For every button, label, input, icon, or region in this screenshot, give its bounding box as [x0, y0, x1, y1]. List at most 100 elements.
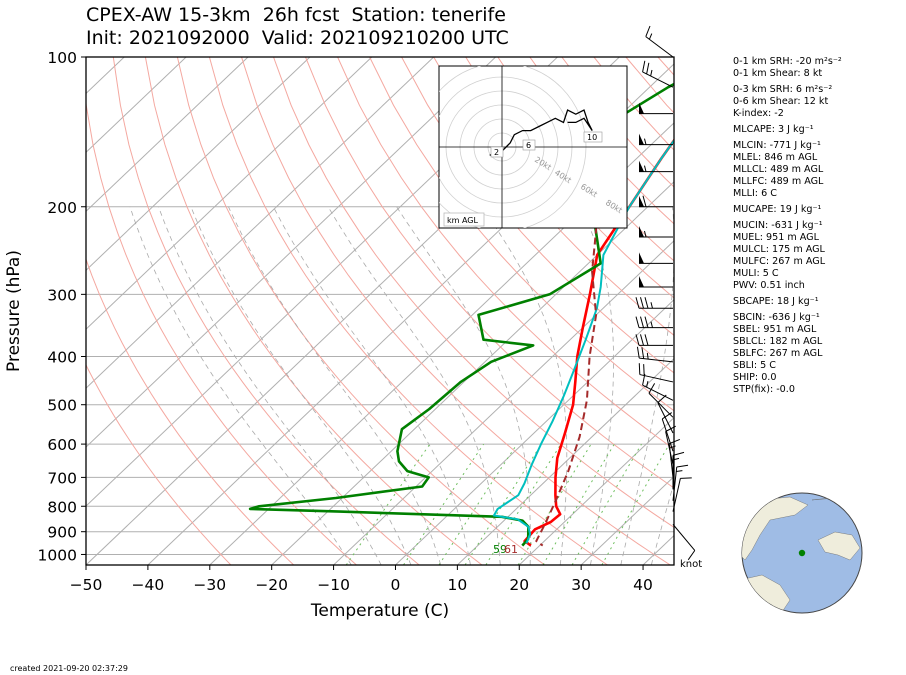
wind-barb-feather: [635, 297, 640, 309]
dry-adiabat: [337, 57, 674, 450]
moist-adiabat: [273, 206, 471, 565]
dry-adiabat: [369, 57, 674, 412]
background-lines: [86, 57, 674, 565]
dry-adiabat: [86, 363, 232, 565]
stat-line: MULFC: 267 m AGL: [733, 256, 826, 267]
wind-barb: [638, 363, 674, 383]
hodograph-height-label: 10: [587, 133, 597, 142]
isotherm-line: [86, 57, 249, 213]
wind-barb: [657, 394, 674, 434]
y-tick-label: 800: [47, 498, 77, 516]
wind-barb: [639, 276, 673, 288]
wind-barb-shaft: [642, 71, 674, 88]
moist-adiabat: [158, 206, 382, 565]
wind-barb-feather: [640, 316, 644, 328]
hodograph-legend-label: km AGL: [447, 216, 479, 225]
stat-line: SBCIN: -636 J kg⁻¹: [733, 312, 820, 323]
wind-barb-feather: [636, 346, 640, 359]
wind-barb-feather: [687, 550, 696, 561]
created-timestamp: created 2021-09-20 02:37:29: [10, 664, 128, 673]
axes: −50 −40 −30 −20 −10 0 10 20 30 40 100 200 300 400 500 6…: [38, 49, 653, 594]
wind-barb-feather: [642, 60, 646, 73]
dry-adiabat: [86, 98, 357, 565]
stat-line: MLLFC: 489 m AGL: [733, 176, 824, 187]
isotherm-line: [86, 57, 373, 330]
stat-line: MUCIN: -631 J kg⁻¹: [733, 220, 823, 231]
dry-adiabat: [433, 57, 674, 336]
stat-line: SBCAPE: 18 J kg⁻¹: [733, 296, 819, 307]
stat-line: MLLCL: 489 m AGL: [733, 164, 824, 175]
wind-barb-half-feather: [650, 302, 653, 309]
wind-barb-shaft: [668, 443, 674, 478]
stat-line: MLCIN: -771 J kg⁻¹: [733, 140, 821, 151]
wind-barb: [645, 25, 674, 58]
y-axis-label: Pressure (hPa): [4, 250, 24, 372]
dry-adiabat: [112, 57, 420, 565]
x-tick-label: 40: [633, 576, 653, 594]
wind-barb-flag: [639, 252, 644, 264]
y-tick-label: 400: [47, 349, 77, 367]
dry-adiabat: [241, 57, 671, 565]
location-globe: [741, 492, 863, 614]
wind-barb-half-feather: [669, 445, 676, 449]
mixing-ratio-line: [601, 443, 670, 565]
isotherm-line: [395, 299, 674, 565]
isotherm-line: [86, 57, 311, 271]
stat-line: MLLI: 6 C: [733, 188, 777, 199]
moist-adiabat: [481, 206, 568, 565]
wind-barb-shaft: [661, 418, 674, 452]
stat-line: K-index: -2: [733, 108, 784, 119]
wind-barb-half-feather: [650, 321, 653, 328]
wind-barb-shaft: [648, 392, 674, 418]
surface-dewpoint-label: 59: [493, 543, 507, 556]
wind-barb: [639, 252, 673, 264]
y-tick-label: 300: [47, 286, 77, 304]
dry-adiabat: [401, 57, 674, 374]
wind-barb: [672, 524, 696, 561]
wind-barb-feather: [644, 334, 649, 346]
wind-barb-half-feather: [672, 457, 680, 461]
hodograph-legend: km AGL: [443, 212, 485, 227]
mixing-ratio-line: [517, 443, 592, 565]
wind-barb: [648, 383, 674, 418]
wind-barb: [639, 102, 673, 115]
wind-barb: [672, 464, 689, 501]
wind-barb-feather: [641, 347, 645, 359]
hodograph-height-marker: 2: [490, 146, 504, 158]
isotherm-line: [457, 357, 674, 565]
stat-line: 0-3 km SRH: 6 m²s⁻²: [733, 84, 833, 95]
hodograph-height-box: [522, 139, 536, 151]
wind-barb-feather: [657, 394, 667, 403]
wind-barb-shaft: [645, 36, 674, 58]
stat-line: 0-6 km Shear: 12 kt: [733, 96, 829, 107]
wind-barb: [642, 60, 674, 88]
hodograph-height-marker: 10: [583, 131, 603, 143]
stat-line: SBEL: 951 m AGL: [733, 324, 817, 335]
stat-line: STP(fix): -0.0: [733, 384, 795, 395]
wind-barb: [639, 225, 673, 238]
dry-adiabat: [86, 257, 295, 565]
x-tick-label: 10: [448, 576, 468, 594]
mixing-ratio-line: [542, 443, 615, 565]
wind-barb-half-feather: [676, 470, 683, 472]
moist-adiabat: [620, 206, 674, 565]
x-tick-label: −20: [255, 576, 288, 594]
wind-barb-feather: [669, 438, 681, 445]
moist-adiabat: [327, 206, 501, 565]
wind-barb-shaft: [657, 402, 674, 434]
x-tick-label: −50: [70, 576, 103, 594]
y-tick-label: 1000: [38, 546, 77, 564]
wind-barb-flag: [639, 195, 644, 207]
isotherm-line: [580, 475, 674, 565]
mixing-ratio-line: [403, 443, 485, 565]
y-tick-label: 700: [47, 469, 77, 487]
wind-barbs: [635, 25, 696, 561]
isotherm-line: [518, 416, 674, 565]
dry-adiabat: [465, 57, 674, 299]
isotherm-line: [86, 57, 435, 389]
wind-barb-feather: [665, 425, 676, 432]
dry-adiabat: [305, 57, 674, 489]
mixing-ratio-line: [571, 443, 642, 565]
